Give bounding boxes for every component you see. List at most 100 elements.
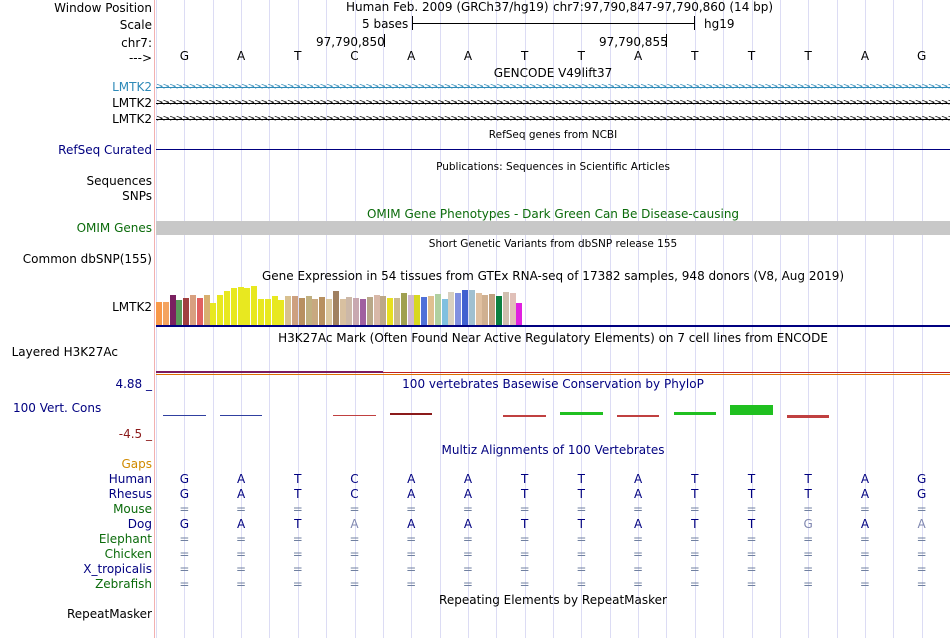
gtex-bar[interactable] [441, 299, 448, 325]
gtex-bar[interactable] [346, 297, 353, 325]
gtex-bar[interactable] [455, 293, 462, 325]
species-label[interactable]: Rhesus [108, 487, 152, 501]
gtex-bar[interactable] [190, 295, 196, 325]
gtex-bar[interactable] [380, 296, 387, 325]
omim-phenotype-bar[interactable] [156, 221, 950, 235]
gtex-bar[interactable] [434, 294, 441, 325]
phylop-bar[interactable] [389, 413, 433, 415]
gtex-bar[interactable] [176, 300, 183, 325]
gencode-item-label[interactable]: LMTK2 [112, 96, 152, 110]
gtex-bar[interactable] [319, 297, 326, 325]
gtex-bar[interactable] [509, 293, 516, 325]
species-label[interactable]: Human [108, 472, 152, 486]
gtex-bar[interactable] [332, 291, 339, 325]
alignment-base: A [633, 487, 643, 501]
gtex-bar[interactable] [292, 296, 298, 325]
position-text[interactable]: chr7:97,790,847-97,790,860 (14 bp) [553, 0, 774, 14]
repeatmasker-label[interactable]: RepeatMasker [66, 607, 152, 621]
dbsnp-label[interactable]: Common dbSNP(155) [22, 252, 152, 266]
species-label[interactable]: Zebrafish [95, 577, 152, 591]
gtex-bar[interactable] [421, 297, 428, 325]
species-label[interactable]: Mouse [113, 502, 152, 516]
gtex-bar[interactable] [360, 299, 366, 325]
gtex-bar[interactable] [258, 299, 264, 325]
species-label[interactable]: Dog [127, 517, 152, 531]
gtex-bar[interactable] [230, 288, 237, 325]
phylop-bar[interactable] [616, 415, 660, 417]
phylop-bar[interactable] [503, 415, 546, 417]
alignment-base: = [519, 547, 530, 561]
species-label[interactable]: X_tropicalis [83, 562, 152, 576]
alignment-base: = [803, 502, 814, 516]
gtex-label[interactable]: LMTK2 [112, 300, 152, 314]
gencode-gene-line[interactable] [156, 87, 950, 88]
gtex-bar[interactable] [394, 298, 400, 325]
phylop-bar[interactable] [673, 412, 717, 415]
phylop-bar[interactable] [163, 415, 206, 416]
publications-snps-label[interactable]: SNPs [122, 189, 152, 203]
gtex-bar[interactable] [183, 298, 190, 325]
gtex-bar[interactable] [516, 303, 523, 325]
gtex-bar[interactable] [326, 299, 332, 325]
gtex-bar[interactable] [400, 293, 407, 325]
h3k27ac-label[interactable]: Layered H3K27Ac [11, 345, 118, 359]
phylop-bar[interactable] [219, 415, 263, 416]
phylop-bar[interactable] [333, 415, 376, 416]
gtex-bar[interactable] [339, 299, 346, 325]
gencode-item-label[interactable]: LMTK2 [112, 80, 152, 94]
gaps-label[interactable]: Gaps [121, 457, 152, 471]
gtex-bar[interactable] [217, 295, 224, 325]
alignment-base: C [350, 487, 359, 501]
gtex-bar[interactable] [312, 299, 319, 325]
gencode-item-label[interactable]: LMTK2 [112, 112, 152, 126]
refseq-title: RefSeq genes from NCBI [488, 129, 618, 141]
gtex-bar[interactable] [502, 292, 509, 325]
gtex-bar[interactable] [264, 299, 271, 325]
gtex-bar[interactable] [489, 294, 496, 325]
gtex-bar[interactable] [428, 296, 434, 325]
gtex-bar[interactable] [448, 292, 455, 325]
gtex-bar[interactable] [237, 287, 244, 325]
gtex-bar[interactable] [251, 286, 258, 325]
gtex-bar[interactable] [366, 297, 373, 325]
gtex-bar[interactable] [373, 295, 380, 325]
gtex-bar[interactable] [298, 298, 305, 325]
gtex-bar[interactable] [210, 303, 217, 325]
publications-sequences-label[interactable]: Sequences [86, 174, 152, 188]
gtex-bar[interactable] [156, 302, 162, 325]
phylop-bar[interactable] [786, 415, 830, 418]
gtex-bar[interactable] [285, 296, 292, 325]
refseq-gene-line[interactable] [156, 149, 950, 150]
gtex-bar[interactable] [353, 298, 360, 325]
phylop-bar[interactable] [560, 412, 603, 415]
gtex-bar[interactable] [203, 295, 210, 325]
gtex-bar[interactable] [482, 295, 489, 325]
gencode-gene-line[interactable] [156, 103, 950, 104]
gtex-bar[interactable] [462, 290, 468, 325]
gtex-bar[interactable] [407, 295, 414, 325]
reference-base: T [691, 49, 699, 63]
gtex-bar[interactable] [475, 293, 482, 325]
species-label[interactable]: Chicken [104, 547, 152, 561]
species-label[interactable]: Elephant [98, 532, 152, 546]
gtex-bar[interactable] [496, 296, 502, 325]
gtex-bar[interactable] [271, 296, 278, 325]
gtex-bar[interactable] [169, 295, 176, 325]
refseq-label[interactable]: RefSeq Curated [58, 143, 152, 157]
gtex-bar[interactable] [468, 290, 475, 325]
omim-label[interactable]: OMIM Genes [76, 221, 152, 235]
gtex-bar[interactable] [244, 288, 251, 325]
reference-base: T [804, 49, 812, 63]
gtex-title: Gene Expression in 54 tissues from GTEx … [261, 269, 845, 283]
gencode-gene-line[interactable] [156, 119, 950, 120]
gtex-bar[interactable] [224, 291, 230, 325]
phylop-label[interactable]: 100 Vert. Cons [13, 401, 102, 415]
gtex-bar[interactable] [387, 298, 394, 325]
gtex-bar[interactable] [196, 298, 203, 325]
gtex-bar[interactable] [278, 300, 285, 325]
gtex-bar[interactable] [305, 296, 312, 325]
phylop-bar[interactable] [730, 405, 773, 415]
gtex-bar[interactable] [414, 295, 421, 325]
gtex-bar[interactable] [162, 302, 169, 325]
